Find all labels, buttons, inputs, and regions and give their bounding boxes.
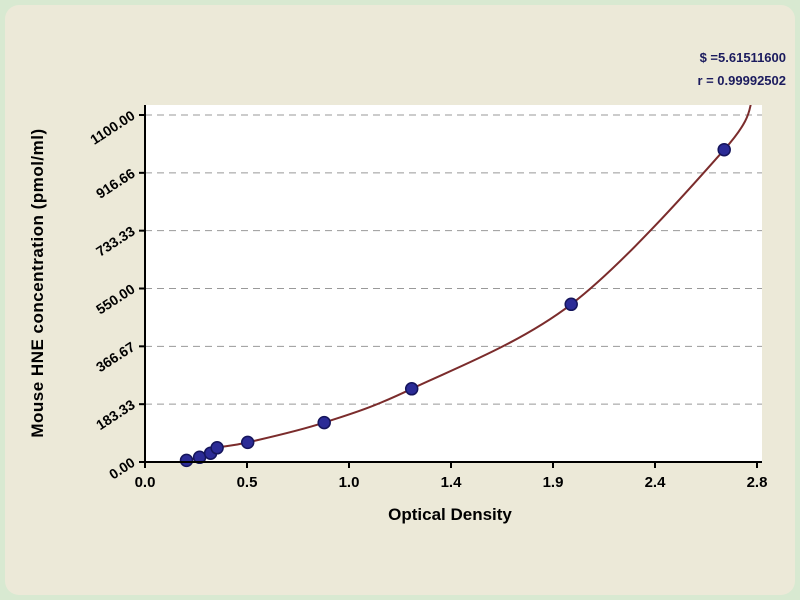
fit-statistics: $ =5.61511600 r = 0.99992502 xyxy=(697,46,786,92)
y-tick-label: 550.00 xyxy=(93,280,138,317)
fit-r-value: r = 0.99992502 xyxy=(697,73,786,88)
y-tick-label: 733.33 xyxy=(93,223,138,260)
x-tick-label: 1.9 xyxy=(543,474,564,491)
x-tick-label: 0.5 xyxy=(237,474,258,491)
data-point xyxy=(717,142,731,157)
x-tick-label: 0.0 xyxy=(135,474,156,491)
x-tick-label: 2.8 xyxy=(747,474,768,491)
plot-area xyxy=(145,105,762,462)
data-point xyxy=(404,382,419,396)
x-tick-label: 1.4 xyxy=(441,474,463,491)
data-point xyxy=(240,435,255,450)
y-tick-label: 0.00 xyxy=(106,454,138,482)
data-point xyxy=(317,415,331,430)
x-tick-label: 2.4 xyxy=(645,474,667,491)
data-point xyxy=(179,453,194,468)
y-axis-title: Mouse HNE concentration (pmol/ml) xyxy=(28,128,47,438)
data-point xyxy=(210,441,224,455)
data-point xyxy=(564,297,578,312)
y-tick-label: 1100.00 xyxy=(87,107,138,148)
fit-s-value: $ =5.61511600 xyxy=(699,50,786,65)
y-tick-label: 916.66 xyxy=(93,165,138,202)
x-axis-title: Optical Density xyxy=(388,505,512,524)
y-tick-label: 366.67 xyxy=(93,338,138,375)
x-tick-label: 1.0 xyxy=(339,474,360,491)
y-tick-label: 183.33 xyxy=(93,396,138,433)
